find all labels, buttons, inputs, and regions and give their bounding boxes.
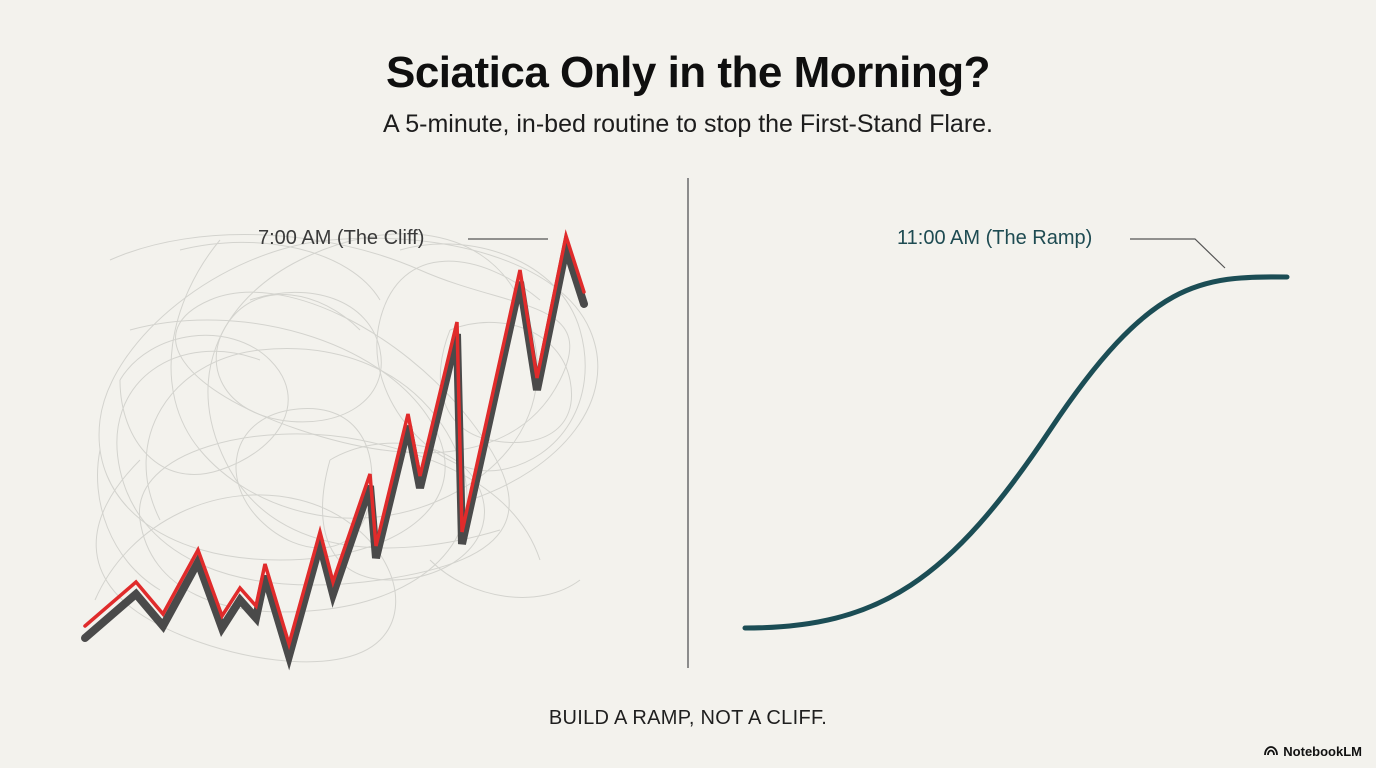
cliff-line (81, 229, 588, 671)
page-title: Sciatica Only in the Morning? (385, 48, 991, 97)
center-divider (687, 178, 689, 668)
brand-badge: NotebookLM (1264, 744, 1362, 759)
scribble-background (94, 233, 599, 663)
notebooklm-logo-icon (1264, 744, 1279, 759)
tagline: BUILD A RAMP, NOT A CLIFF. (548, 707, 828, 729)
cliff-label: 7:00 AM (The Cliff) (258, 227, 425, 249)
page-subtitle: A 5-minute, in-bed routine to stop the F… (382, 110, 994, 138)
brand-name: NotebookLM (1283, 744, 1362, 759)
ramp-label-leader (1130, 238, 1226, 269)
ramp-curve (742, 274, 1290, 631)
ramp-label: 11:00 AM (The Ramp) (897, 227, 1093, 249)
cliff-line-shadow (81, 232, 588, 671)
cliff-line-red (83, 229, 586, 651)
